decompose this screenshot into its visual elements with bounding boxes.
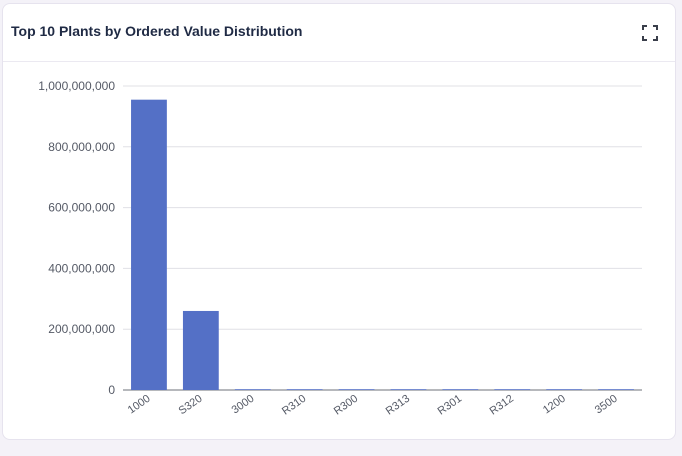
y-tick-label: 400,000,000: [48, 261, 115, 275]
x-tick-label: 3500: [593, 393, 620, 417]
y-tick-label: 800,000,000: [48, 140, 115, 154]
chart-card: Top 10 Plants by Ordered Value Distribut…: [2, 3, 676, 440]
bar-chart: 0 200,000,000 400,000,000 600,000,000 800,00…: [38, 79, 642, 418]
bar: [338, 389, 375, 390]
chart-title: Top 10 Plants by Ordered Value Distribut…: [11, 23, 303, 39]
x-tick-label: S320: [177, 393, 205, 418]
y-tick-label: 0: [108, 383, 115, 397]
bar: [131, 99, 167, 391]
card-header: Top 10 Plants by Ordered Value Distribut…: [3, 4, 675, 62]
bar: [442, 389, 479, 390]
x-tick-label: R313: [384, 393, 412, 418]
y-tick-label: 1,000,000,000: [38, 79, 115, 93]
bar: [390, 389, 427, 390]
y-tick-label: 200,000,000: [48, 322, 115, 336]
bar: [546, 389, 583, 390]
bar: [234, 389, 271, 390]
x-tick-label: R310: [280, 393, 308, 418]
x-tick-label: R301: [436, 393, 464, 418]
bar: [182, 310, 219, 390]
x-tick-label: R300: [332, 393, 360, 418]
x-tick-label: R312: [488, 393, 516, 418]
bar: [598, 389, 634, 390]
x-tick-label: 3000: [230, 393, 257, 417]
bar: [494, 389, 531, 390]
x-tick-label: 1200: [541, 393, 568, 417]
fullscreen-icon[interactable]: [641, 24, 659, 42]
bar: [286, 389, 323, 390]
y-tick-label: 600,000,000: [48, 201, 115, 215]
x-tick-label: 1000: [126, 393, 153, 417]
